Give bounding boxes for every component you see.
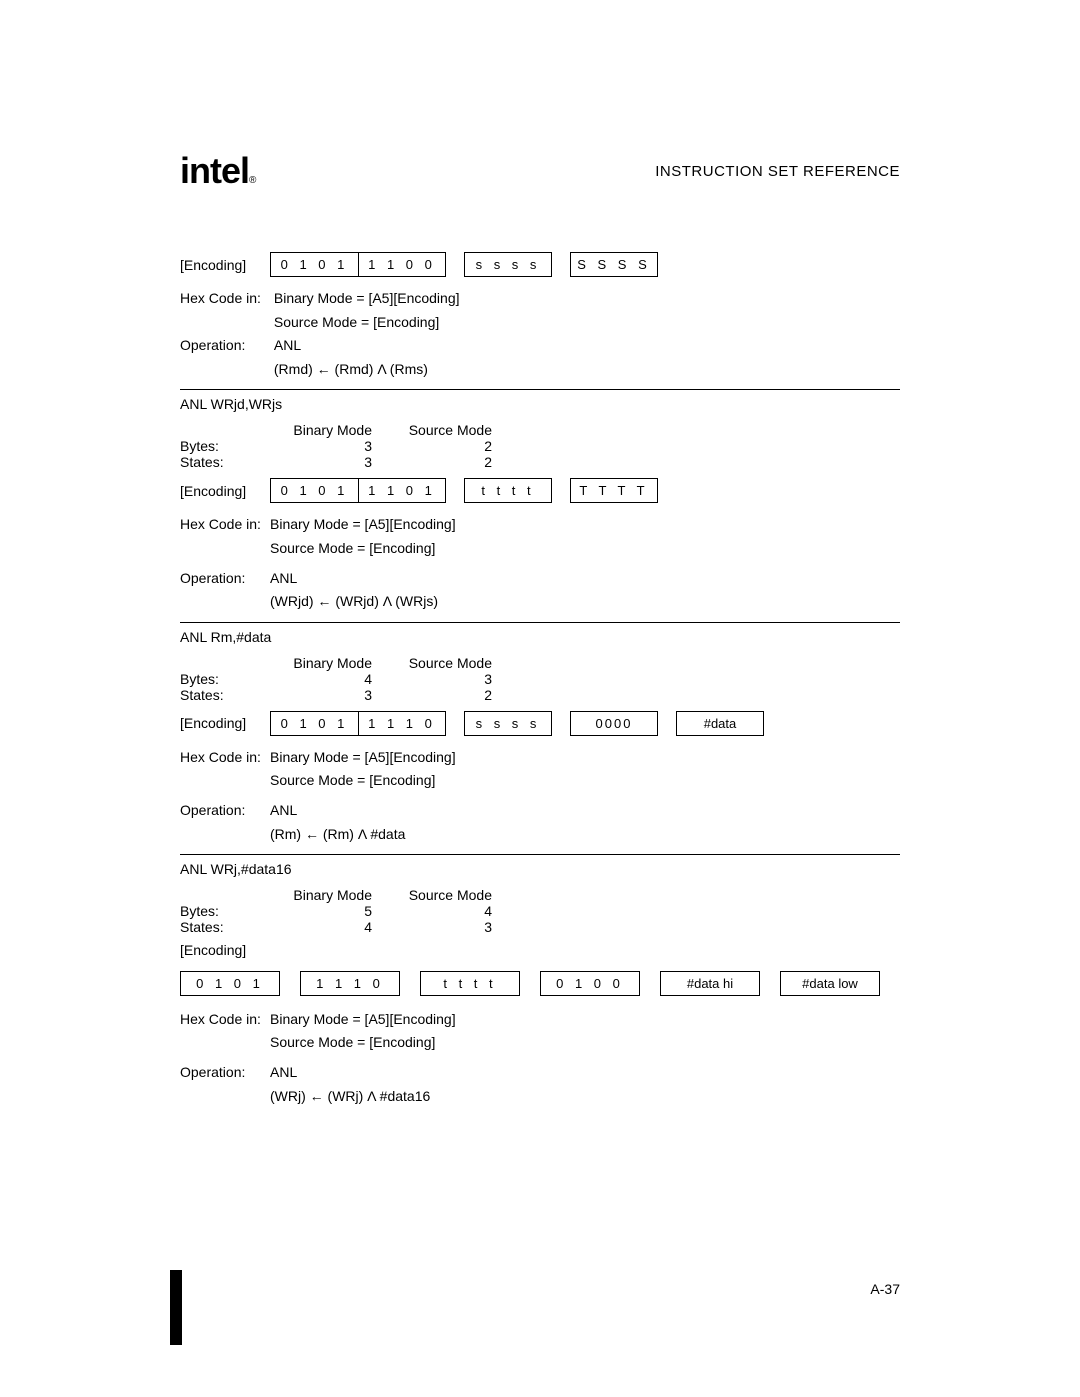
operation-value: (Rm) ← (Rm) Λ #data bbox=[270, 825, 405, 845]
table-cell: 3 bbox=[390, 671, 510, 687]
encoding-row-2: [Encoding] 0 1 0 1 1 1 0 1 t t t t T T T… bbox=[180, 478, 900, 503]
hexcode-label: Hex Code in: bbox=[180, 515, 270, 535]
states-label: States: bbox=[180, 919, 270, 935]
mode-table: Binary Mode Source Mode Bytes: 4 3 State… bbox=[180, 655, 900, 703]
operation-label: Operation: bbox=[180, 336, 270, 356]
encoding-cell: 1 1 1 0 bbox=[300, 971, 400, 996]
encoding-cell: #data low bbox=[780, 971, 880, 996]
table-cell: 4 bbox=[270, 919, 390, 935]
table-cell: 3 bbox=[270, 687, 390, 703]
states-label: States: bbox=[180, 687, 270, 703]
operation-value: ANL bbox=[270, 801, 297, 821]
page-header-title: INSTRUCTION SET REFERENCE bbox=[655, 163, 900, 180]
hexcode-value: Binary Mode = [A5][Encoding] bbox=[270, 748, 456, 768]
instruction-title: ANL WRj,#data16 bbox=[180, 861, 900, 877]
bytes-label: Bytes: bbox=[180, 903, 270, 919]
table-cell: 4 bbox=[270, 671, 390, 687]
table-cell: 2 bbox=[390, 687, 510, 703]
header-row: intel® INSTRUCTION SET REFERENCE bbox=[180, 150, 900, 192]
encoding-cell: t t t t bbox=[464, 478, 552, 503]
encoding-row-1: [Encoding] 0 1 0 1 1 1 0 0 s s s s S S S… bbox=[180, 252, 900, 277]
hexcode-value: Source Mode = [Encoding] bbox=[274, 313, 439, 333]
encoding-opcode-box: 0 1 0 1 1 1 0 0 bbox=[270, 252, 446, 277]
hexcode-label: Hex Code in: bbox=[180, 748, 270, 768]
source-mode-header: Source Mode bbox=[390, 422, 510, 438]
encoding-cell: t t t t bbox=[420, 971, 520, 996]
encoding-cell: 0 1 0 1 bbox=[180, 971, 280, 996]
encoding-cell: #data hi bbox=[660, 971, 760, 996]
encoding-row-4: 0 1 0 1 1 1 1 0 t t t t 0 1 0 0 #data hi… bbox=[180, 971, 900, 996]
encoding-cell: 0 1 0 1 bbox=[270, 711, 358, 736]
operation-value: ANL bbox=[270, 1063, 297, 1083]
table-cell: 3 bbox=[390, 919, 510, 935]
page: intel® INSTRUCTION SET REFERENCE [Encodi… bbox=[0, 0, 1080, 1397]
instruction-title: ANL WRjd,WRjs bbox=[180, 396, 900, 412]
operation-value: (WRjd) ← (WRjd) Λ (WRjs) bbox=[270, 592, 438, 612]
hexcode-value: Source Mode = [Encoding] bbox=[270, 1033, 435, 1053]
mode-table: Binary Mode Source Mode Bytes: 5 4 State… bbox=[180, 887, 900, 935]
encoding-label: [Encoding] bbox=[180, 941, 270, 961]
operation-row2: (Rmd) ← (Rmd) Λ (Rms) bbox=[180, 360, 900, 380]
encoding-cell: 0 1 0 1 bbox=[270, 478, 358, 503]
operation-value: ANL bbox=[270, 569, 297, 589]
encoding-cell: 0 1 0 1 bbox=[270, 252, 358, 277]
encoding-opcode-box: 0 1 0 1 1 1 0 1 bbox=[270, 478, 446, 503]
hexcode-row2: Source Mode = [Encoding] bbox=[180, 313, 900, 333]
hexcode-value: Binary Mode = [A5][Encoding] bbox=[270, 515, 456, 535]
table-cell: 4 bbox=[390, 903, 510, 919]
encoding-label: [Encoding] bbox=[180, 483, 270, 499]
source-mode-header: Source Mode bbox=[390, 655, 510, 671]
page-number: A-37 bbox=[870, 1281, 900, 1297]
table-cell: 3 bbox=[270, 438, 390, 454]
encoding-cell: 0 1 0 0 bbox=[540, 971, 640, 996]
hexcode-label: Hex Code in: bbox=[180, 289, 270, 309]
table-cell: 5 bbox=[270, 903, 390, 919]
encoding-label: [Encoding] bbox=[180, 715, 270, 731]
encoding-label: [Encoding] bbox=[180, 257, 270, 273]
operation-value: (Rmd) ← (Rmd) Λ (Rms) bbox=[274, 360, 428, 380]
encoding-row-3: [Encoding] 0 1 0 1 1 1 1 0 s s s s 0000 … bbox=[180, 711, 900, 736]
instruction-title: ANL Rm,#data bbox=[180, 629, 900, 645]
binary-mode-header: Binary Mode bbox=[270, 422, 390, 438]
encoding-cell: 1 1 0 0 bbox=[358, 252, 446, 277]
table-cell: 2 bbox=[390, 438, 510, 454]
encoding-cell: s s s s bbox=[464, 252, 552, 277]
hexcode-value: Source Mode = [Encoding] bbox=[270, 771, 435, 791]
mode-table: Binary Mode Source Mode Bytes: 3 2 State… bbox=[180, 422, 900, 470]
encoding-cell: T T T T bbox=[570, 478, 658, 503]
encoding-cell: 1 1 0 1 bbox=[358, 478, 446, 503]
operation-label: Operation: bbox=[180, 1063, 270, 1083]
operation-row: Operation: ANL bbox=[180, 336, 900, 356]
table-cell: 2 bbox=[390, 454, 510, 470]
tab-marker bbox=[170, 1270, 182, 1345]
source-mode-header: Source Mode bbox=[390, 887, 510, 903]
hexcode-value: Source Mode = [Encoding] bbox=[270, 539, 435, 559]
operation-label: Operation: bbox=[180, 801, 270, 821]
binary-mode-header: Binary Mode bbox=[270, 887, 390, 903]
encoding-cell: 0000 bbox=[570, 711, 658, 736]
section-divider bbox=[180, 854, 900, 855]
bytes-label: Bytes: bbox=[180, 438, 270, 454]
operation-label: Operation: bbox=[180, 569, 270, 589]
hexcode-label: Hex Code in: bbox=[180, 1010, 270, 1030]
table-cell: 3 bbox=[270, 454, 390, 470]
encoding-opcode-box: 0 1 0 1 1 1 1 0 bbox=[270, 711, 446, 736]
section-divider bbox=[180, 389, 900, 390]
binary-mode-header: Binary Mode bbox=[270, 655, 390, 671]
section-divider bbox=[180, 622, 900, 623]
encoding-cell: 1 1 1 0 bbox=[358, 711, 446, 736]
hexcode-value: Binary Mode = [A5][Encoding] bbox=[270, 1010, 456, 1030]
bytes-label: Bytes: bbox=[180, 671, 270, 687]
states-label: States: bbox=[180, 454, 270, 470]
encoding-cell: s s s s bbox=[464, 711, 552, 736]
encoding-cell: S S S S bbox=[570, 252, 658, 277]
operation-value: (WRj) ← (WRj) Λ #data16 bbox=[270, 1087, 430, 1107]
hexcode-value: Binary Mode = [A5][Encoding] bbox=[274, 289, 460, 309]
operation-value: ANL bbox=[274, 336, 301, 356]
intel-logo: intel® bbox=[180, 150, 255, 192]
registered-icon: ® bbox=[249, 175, 255, 186]
hexcode-row: Hex Code in: Binary Mode = [A5][Encoding… bbox=[180, 289, 900, 309]
encoding-cell: #data bbox=[676, 711, 764, 736]
